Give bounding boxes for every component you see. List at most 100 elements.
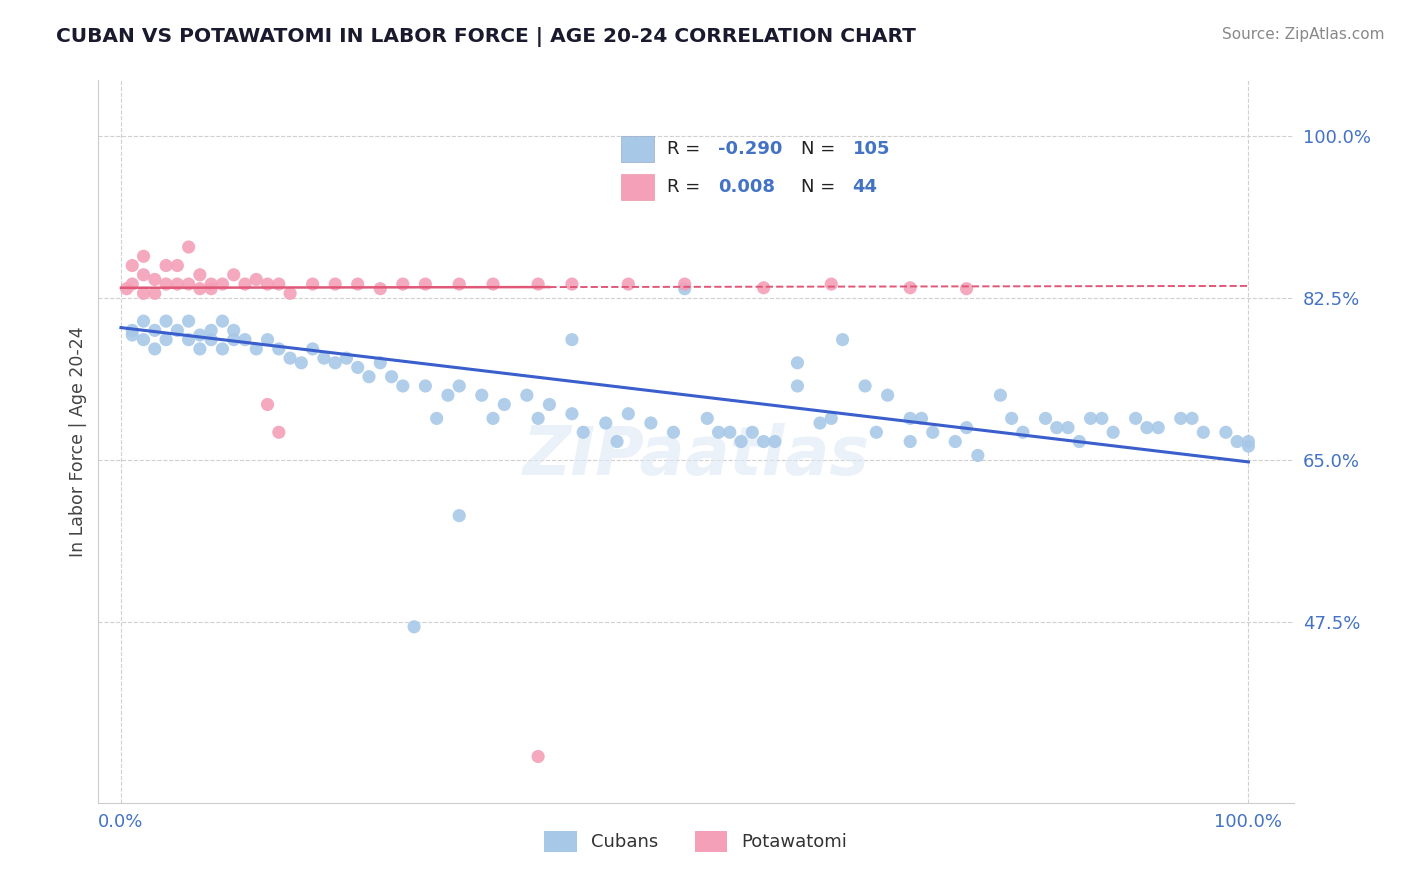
Point	[301, 342, 323, 356]
Point	[211, 277, 233, 291]
Point	[707, 425, 730, 440]
Point	[222, 333, 245, 347]
Point	[404, 620, 426, 634]
Point	[538, 397, 561, 411]
Point	[166, 259, 188, 273]
Point	[245, 342, 267, 356]
Point	[673, 282, 696, 296]
Point	[752, 281, 775, 295]
Point	[335, 351, 357, 366]
Point	[121, 328, 143, 343]
Point	[143, 272, 166, 286]
Point	[132, 286, 155, 301]
Point	[673, 277, 696, 291]
Point	[121, 259, 143, 273]
Text: N =: N =	[801, 140, 841, 158]
Point	[876, 388, 898, 402]
Point	[155, 277, 177, 291]
Point	[200, 333, 222, 347]
Point	[177, 277, 200, 291]
Point	[1226, 434, 1249, 449]
Point	[200, 277, 222, 291]
Text: 0.008: 0.008	[718, 178, 775, 196]
Point	[278, 351, 301, 366]
Point	[820, 277, 842, 291]
Point	[143, 286, 166, 301]
Point	[211, 342, 233, 356]
Point	[786, 379, 808, 393]
Bar	[621, 136, 654, 162]
Text: 44: 44	[852, 178, 877, 196]
Point	[1237, 439, 1260, 453]
Point	[323, 356, 346, 370]
Point	[527, 277, 550, 291]
Point	[1046, 420, 1069, 434]
Point	[132, 249, 155, 263]
Point	[482, 277, 505, 291]
Point	[990, 388, 1012, 402]
Point	[188, 328, 211, 343]
Point	[177, 314, 200, 328]
Point	[527, 411, 550, 425]
Point	[121, 323, 143, 337]
Point	[323, 277, 346, 291]
Point	[1170, 411, 1192, 425]
Point	[752, 434, 775, 449]
Point	[898, 281, 921, 295]
Point	[392, 277, 415, 291]
Point	[368, 356, 391, 370]
Point	[132, 314, 155, 328]
Point	[741, 425, 763, 440]
Point	[696, 411, 718, 425]
Point	[808, 416, 831, 430]
Point	[256, 397, 278, 411]
Point	[595, 416, 617, 430]
Point	[1012, 425, 1035, 440]
Point	[449, 277, 471, 291]
Point	[256, 277, 278, 291]
Point	[200, 323, 222, 337]
Point	[730, 434, 752, 449]
Point	[831, 333, 853, 347]
Point	[527, 749, 550, 764]
Point	[211, 314, 233, 328]
Point	[267, 277, 290, 291]
Point	[572, 425, 595, 440]
Point	[763, 434, 786, 449]
Point	[132, 268, 155, 282]
Point	[1057, 420, 1080, 434]
Y-axis label: In Labor Force | Age 20-24: In Labor Force | Age 20-24	[69, 326, 87, 557]
Point	[482, 411, 505, 425]
Point	[437, 388, 460, 402]
Point	[415, 277, 437, 291]
Point	[346, 360, 368, 375]
Point	[921, 425, 943, 440]
Point	[143, 323, 166, 337]
Point	[267, 342, 290, 356]
Text: N =: N =	[801, 178, 841, 196]
Point	[786, 356, 808, 370]
Point	[143, 342, 166, 356]
Point	[1001, 411, 1024, 425]
Point	[1237, 434, 1260, 449]
Point	[1215, 425, 1237, 440]
Point	[494, 397, 516, 411]
Point	[256, 333, 278, 347]
Point	[115, 282, 138, 296]
Point	[1091, 411, 1114, 425]
Point	[380, 369, 402, 384]
Point	[1125, 411, 1147, 425]
Text: ZIPaatlas: ZIPaatlas	[523, 423, 869, 489]
Point	[177, 240, 200, 254]
Point	[233, 333, 256, 347]
Point	[426, 411, 449, 425]
Point	[166, 277, 188, 291]
Point	[516, 388, 538, 402]
Point	[121, 277, 143, 291]
Point	[1080, 411, 1102, 425]
Point	[233, 277, 256, 291]
Point	[200, 282, 222, 296]
Point	[188, 282, 211, 296]
Point	[301, 277, 323, 291]
Point	[166, 323, 188, 337]
